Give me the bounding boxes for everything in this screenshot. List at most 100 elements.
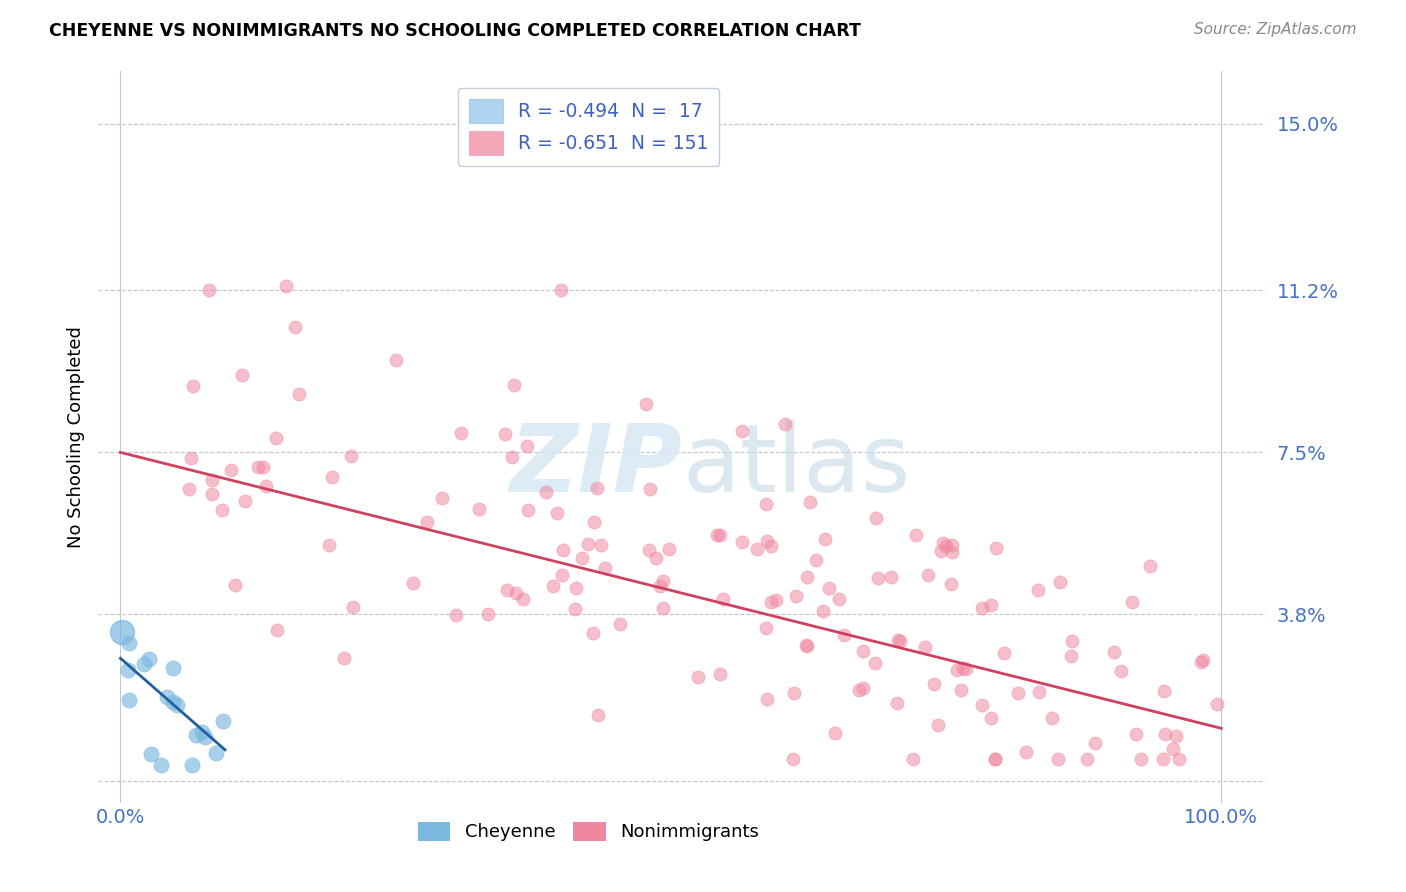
Point [773,417,796,431]
Point [634,397,657,411]
Point [450,425,472,440]
Point [1076,752,1098,766]
Point [444,608,467,623]
Point [211,714,233,728]
Point [287,387,309,401]
Point [191,725,214,739]
Point [138,652,160,666]
Y-axis label: No Schooling Completed: No Schooling Completed [66,326,84,548]
Point [806,553,828,567]
Point [274,279,297,293]
Point [162,661,184,675]
Point [929,543,952,558]
Point [941,545,963,559]
Point [231,368,253,383]
Point [501,450,523,464]
Point [586,707,609,722]
Point [1189,655,1212,669]
Point [156,690,179,704]
Point [110,625,132,640]
Point [796,570,818,584]
Point [339,450,361,464]
Point [652,601,675,615]
Point [709,666,731,681]
Point [1168,752,1191,766]
Point [886,697,908,711]
Point [162,696,184,710]
Point [756,533,779,548]
Point [266,623,288,637]
Point [430,491,453,506]
Point [550,284,572,298]
Point [765,593,787,607]
Point [1153,684,1175,698]
Point [494,427,516,442]
Point [1109,664,1132,678]
Point [848,683,870,698]
Point [247,459,270,474]
Point [117,664,139,678]
Point [503,378,526,392]
Point [755,497,778,511]
Point [652,574,675,589]
Point [658,541,681,556]
Point [197,284,219,298]
Point [648,578,671,592]
Point [180,757,202,772]
Point [118,692,141,706]
Point [516,439,538,453]
Point [970,601,993,615]
Point [183,379,205,393]
Point [731,535,754,549]
Point [905,528,928,542]
Point [945,663,967,677]
Point [415,515,437,529]
Point [972,698,994,712]
Point [638,482,661,496]
Point [935,539,957,553]
Point [1015,745,1038,759]
Point [118,636,141,650]
Point [1139,558,1161,573]
Point [984,541,1007,556]
Point [799,495,821,509]
Point [1130,752,1153,766]
Point [980,711,1002,725]
Point [745,542,768,557]
Point [755,692,778,706]
Point [1192,653,1215,667]
Point [401,576,423,591]
Point [256,479,278,493]
Point [264,431,287,445]
Point [284,320,307,334]
Point [1152,752,1174,766]
Point [609,617,631,632]
Point [886,633,908,648]
Point [796,640,818,654]
Point [582,626,605,640]
Point [252,460,274,475]
Point [1026,582,1049,597]
Point [233,493,256,508]
Point [939,577,962,591]
Point [564,602,586,616]
Point [180,451,202,466]
Point [1161,742,1184,756]
Point [1007,686,1029,700]
Point [219,463,242,477]
Point [813,604,835,618]
Point [1062,634,1084,648]
Point [794,638,817,652]
Point [1125,726,1147,740]
Point [201,473,224,487]
Point [496,582,519,597]
Point [583,515,606,529]
Point [832,628,855,642]
Point [761,539,783,553]
Point [1164,730,1187,744]
Point [1049,574,1071,589]
Point [980,599,1002,613]
Point [782,752,804,766]
Point [576,536,599,550]
Point [868,571,890,585]
